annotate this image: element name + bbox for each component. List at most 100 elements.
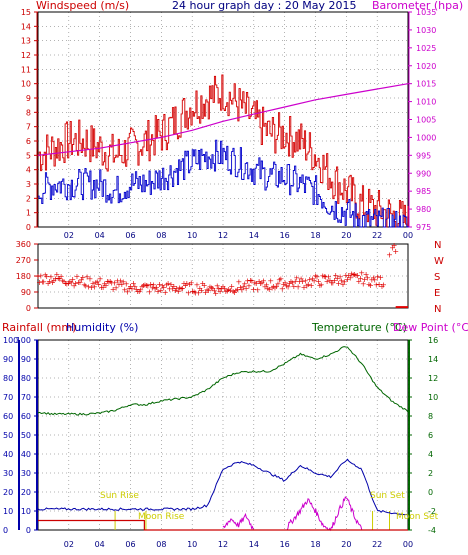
annotation-moon-set: Moon Set xyxy=(396,512,439,522)
direction-point: + xyxy=(104,277,111,286)
direction-point: + xyxy=(217,287,224,296)
annotation-sun-rise: Sun Rise xyxy=(100,491,139,501)
direction-point: + xyxy=(75,278,82,287)
temperature-tick-label: 4 xyxy=(428,450,433,459)
humidity-tick-label: 40 xyxy=(21,450,31,459)
direction-point: + xyxy=(78,275,85,284)
direction-point: + xyxy=(126,284,133,293)
rainfall-tick-label: 50 xyxy=(3,431,13,440)
direction-point: + xyxy=(240,282,247,291)
direction-point: + xyxy=(246,282,253,291)
direction-point: + xyxy=(130,279,137,288)
direction-point: + xyxy=(49,278,56,287)
temperature-tick-label: 10 xyxy=(428,393,438,402)
direction-point: + xyxy=(59,276,66,285)
top-x-tick-label: 08 xyxy=(156,231,166,240)
direction-point: + xyxy=(360,279,367,288)
direction-point: + xyxy=(269,284,276,293)
top-x-tick-label: 00 xyxy=(403,231,413,240)
direction-point: + xyxy=(97,275,104,284)
rainfall-tick-label: 0 xyxy=(3,526,8,535)
direction-point: + xyxy=(131,282,138,291)
windspeed-tick-label: 4 xyxy=(26,166,31,175)
windspeed-tick-label: 1 xyxy=(26,209,31,218)
direction-point: + xyxy=(282,279,289,288)
direction-point: + xyxy=(58,272,65,281)
temperature-tick-label: 6 xyxy=(428,431,433,440)
direction-point: + xyxy=(211,286,218,295)
direction-point: + xyxy=(379,282,386,291)
rainfall-tick-label: 60 xyxy=(3,412,13,421)
direction-point: + xyxy=(36,278,43,287)
bottom-x-tick-label: 20 xyxy=(341,540,351,549)
direction-point: + xyxy=(351,270,358,279)
top-x-tick-label: 10 xyxy=(187,231,197,240)
direction-point: + xyxy=(87,275,94,284)
direction-point: + xyxy=(376,280,383,289)
direction-point: + xyxy=(94,277,101,286)
direction-point: + xyxy=(298,275,305,284)
direction-point: + xyxy=(100,283,107,292)
direction-point: + xyxy=(292,277,299,286)
direction-point: + xyxy=(344,275,351,284)
direction-point: + xyxy=(363,270,370,279)
temperature-tick-label: 16 xyxy=(428,336,438,345)
compass-letter: W xyxy=(434,256,444,267)
direction-point: + xyxy=(165,279,172,288)
direction-point: + xyxy=(329,278,336,287)
direction-point: + xyxy=(289,278,296,287)
direction-point: + xyxy=(220,283,227,292)
humidity-tick-label: 70 xyxy=(21,393,31,402)
direction-point: + xyxy=(356,277,363,286)
direction-point: + xyxy=(247,276,254,285)
direction-point: + xyxy=(236,278,243,287)
windspeed-tick-label: 7 xyxy=(26,123,31,132)
direction-point: + xyxy=(136,287,143,296)
direction-point: + xyxy=(111,278,118,287)
top-x-tick-label: 16 xyxy=(280,231,290,240)
gust-series-line xyxy=(38,74,409,228)
direction-point: + xyxy=(77,278,84,287)
direction-point: + xyxy=(114,277,121,286)
bottom-x-tick-label: 22 xyxy=(372,540,382,549)
direction-point: + xyxy=(68,278,75,287)
direction-point: + xyxy=(120,277,127,286)
direction-point: + xyxy=(275,280,282,289)
direction-point: + xyxy=(179,284,186,293)
top-x-tick-label: 22 xyxy=(372,231,382,240)
direction-point: + xyxy=(328,278,335,287)
direction-point: + xyxy=(386,251,393,260)
direction-point: + xyxy=(262,282,269,291)
direction-point: + xyxy=(129,284,136,293)
temperature-tick-label: -4 xyxy=(428,526,436,535)
bottom-x-tick-label: 02 xyxy=(64,540,74,549)
direction-point: + xyxy=(195,289,202,298)
bottom-x-tick-label: 04 xyxy=(95,540,105,549)
windspeed-axis-label: Windspeed (m/s) xyxy=(36,0,129,12)
direction-point: + xyxy=(127,282,134,291)
annotation-moon-rise: Moon Rise xyxy=(138,512,185,522)
top-x-tick-label: 04 xyxy=(95,231,105,240)
rainfall-tick-label: 30 xyxy=(3,469,13,478)
direction-point: + xyxy=(55,274,62,283)
windspeed-tick-label: 11 xyxy=(21,65,31,74)
direction-point: + xyxy=(215,284,222,293)
windspeed-tick-label: 0 xyxy=(26,223,31,232)
direction-point: + xyxy=(266,285,273,294)
bottom-x-tick-label: 12 xyxy=(218,540,228,549)
direction-point: + xyxy=(155,287,162,296)
direction-point: + xyxy=(146,287,153,296)
windspeed-tick-label: 8 xyxy=(26,108,31,117)
direction-point: + xyxy=(309,274,316,283)
temperature-tick-label: -2 xyxy=(428,507,436,516)
direction-point: + xyxy=(228,282,235,291)
barometer-tick-label: 1020 xyxy=(416,62,436,71)
direction-point: + xyxy=(134,287,141,296)
direction-point: + xyxy=(348,270,355,279)
direction-point: + xyxy=(253,279,260,288)
direction-point: + xyxy=(230,287,237,296)
barometer-tick-label: 1000 xyxy=(416,133,436,142)
direction-point: + xyxy=(150,280,157,289)
direction-point: + xyxy=(260,276,267,285)
direction-point: + xyxy=(347,274,354,283)
